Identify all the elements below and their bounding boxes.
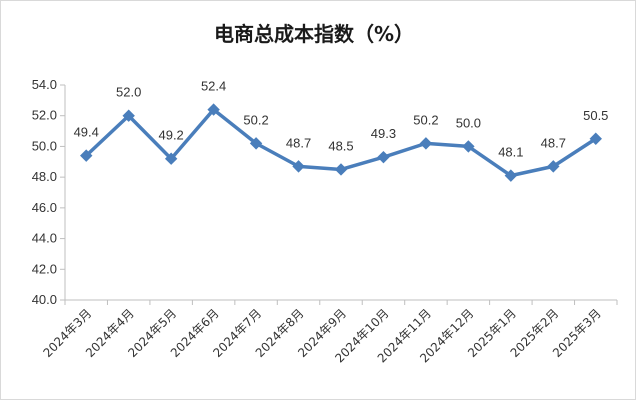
y-tick-label: 40.0 (32, 292, 57, 307)
data-point-marker (589, 132, 602, 145)
data-point-marker (207, 103, 220, 116)
data-point-marker (164, 152, 178, 165)
data-label: 48.7 (541, 135, 566, 150)
y-tick-label: 48.0 (32, 169, 57, 184)
data-label: 52.0 (116, 85, 141, 100)
data-point-marker (547, 160, 560, 173)
y-tick-label: 52.0 (32, 108, 57, 123)
data-label: 50.2 (243, 112, 268, 127)
data-label: 49.4 (74, 125, 99, 140)
data-point-marker (292, 160, 305, 173)
y-tick-label: 54.0 (32, 77, 57, 92)
data-point-marker (249, 137, 263, 150)
data-point-marker (504, 169, 518, 182)
data-label: 48.5 (328, 138, 353, 153)
data-point-marker (334, 163, 348, 176)
y-tick-label: 50.0 (32, 138, 57, 153)
data-label: 50.2 (413, 112, 438, 127)
data-label: 49.2 (158, 128, 183, 143)
y-tick-label: 44.0 (32, 231, 57, 246)
y-axis: 40.0 42.0 44.0 46.0 48.0 50.0 52.0 54.0 (32, 77, 66, 307)
markers-group (80, 103, 602, 182)
data-label: 48.7 (286, 135, 311, 150)
data-point-marker (80, 149, 93, 162)
data-point-marker (377, 150, 390, 164)
chart-title: 电商总成本指数（%） (214, 22, 414, 46)
x-axis: 2024年3月2024年4月2024年5月2024年6月2024年7月2024年… (40, 299, 618, 365)
data-label: 49.3 (371, 126, 396, 141)
data-label: 52.4 (201, 79, 226, 94)
data-labels-group: 49.4 52.0 49.2 52.4 50.2 48.7 48.5 49.3 50.2 50.0… (74, 79, 609, 160)
y-tick-label: 42.0 (32, 261, 57, 276)
data-point-marker (122, 109, 135, 122)
y-tick-label: 46.0 (32, 200, 57, 215)
data-label: 48.1 (498, 145, 523, 160)
data-point-marker (419, 137, 433, 150)
data-label: 50.0 (456, 115, 481, 130)
data-point-marker (462, 140, 475, 153)
data-label: 50.5 (583, 108, 608, 123)
